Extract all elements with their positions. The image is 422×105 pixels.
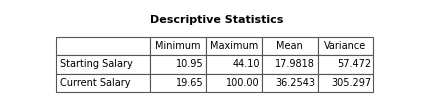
Text: Descriptive Statistics: Descriptive Statistics — [149, 15, 283, 25]
